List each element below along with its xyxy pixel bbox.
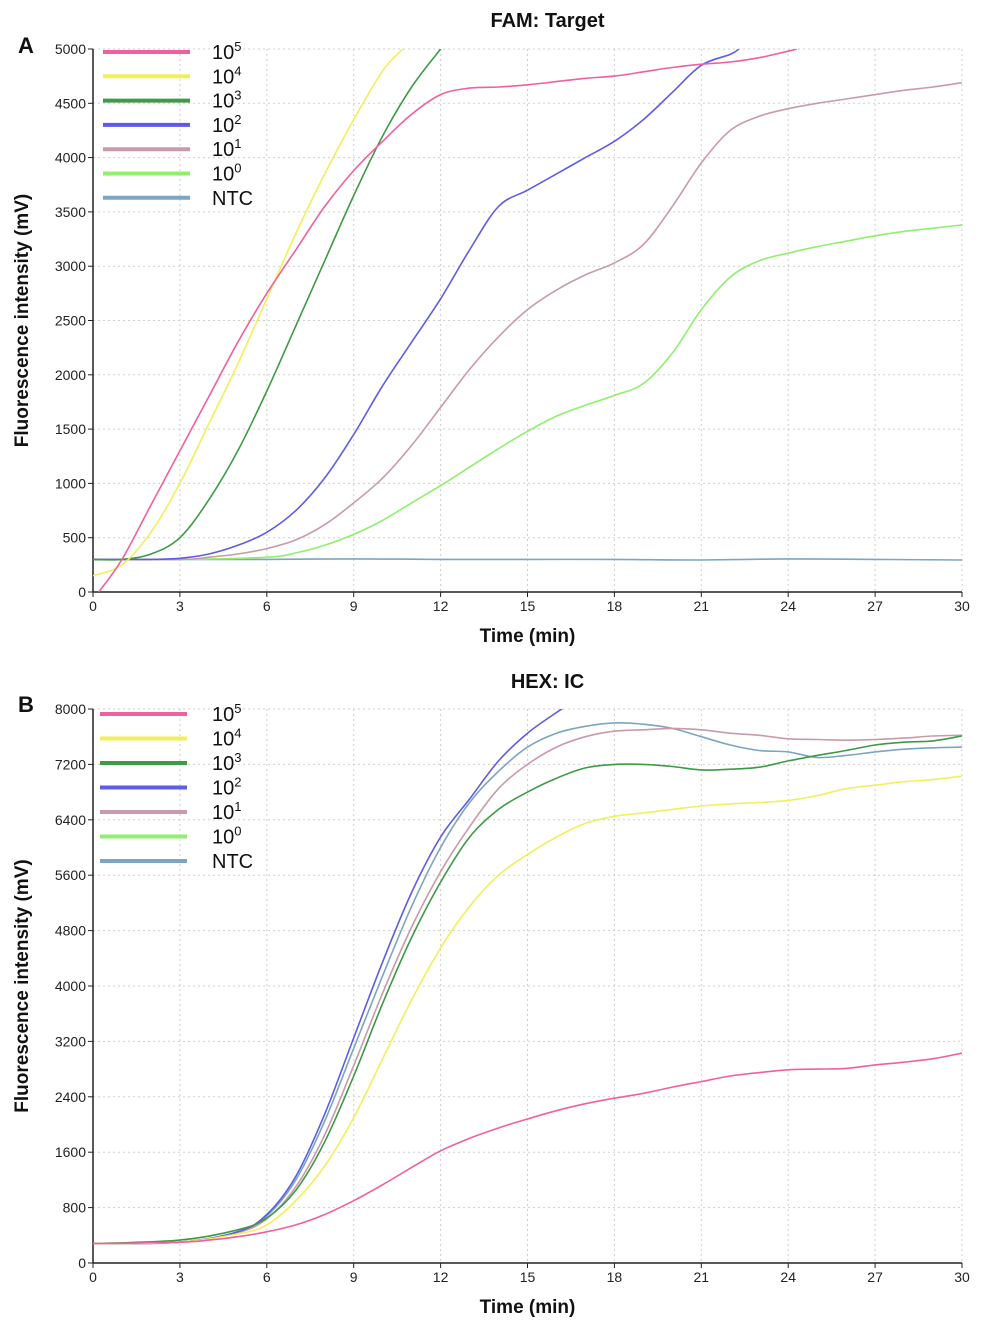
legend-label: 101 [212, 136, 241, 161]
y-tick-label: 0 [78, 584, 86, 600]
series-line-102 [93, 49, 740, 561]
x-tick-label: 0 [89, 1269, 97, 1285]
y-tick-label: 3200 [55, 1033, 86, 1049]
series-line-101 [93, 81, 962, 561]
x-tick-label: 3 [176, 1269, 184, 1285]
x-tick-label: 9 [350, 1269, 358, 1285]
panel-label: B [18, 692, 34, 717]
series-line-102 [93, 709, 563, 1245]
y-tick-label: 5600 [55, 867, 86, 883]
y-tick-label: 3500 [55, 204, 86, 220]
chart-title: HEX: IC [511, 671, 584, 693]
y-tick-label: 800 [63, 1200, 87, 1216]
chart-panel-A: 0 3 6 9 12 15 18 21 24 27 30 0 500 1000 1500 2000 2500 30… [12, 10, 970, 647]
x-axis-label: Time (min) [480, 626, 576, 647]
chart-panel-B: 0 3 6 9 12 15 18 21 24 27 30 0 800 1600 2400 3200 4000 48… [12, 671, 970, 1318]
series-line-104 [93, 49, 404, 577]
series-line-103 [93, 49, 442, 561]
y-tick-label: 500 [63, 530, 87, 546]
y-tick-label: 2000 [55, 367, 86, 383]
x-tick-label: 27 [867, 1269, 883, 1285]
legend-label: 104 [212, 63, 241, 88]
x-tick-label: 30 [954, 598, 970, 614]
x-tick-label: 0 [89, 598, 97, 614]
x-tick-label: 27 [867, 598, 883, 614]
series-line-ntc [93, 558, 962, 561]
x-tick-label: 12 [433, 1269, 449, 1285]
legend-label: 103 [212, 88, 241, 113]
y-tick-label: 4500 [55, 95, 86, 111]
series-line-ntc [93, 722, 962, 1245]
x-tick-label: 6 [263, 1269, 271, 1285]
legend-label: NTC [212, 188, 253, 210]
x-tick-label: 15 [520, 598, 536, 614]
y-axis-label: Fluorescence intensity (mV) [12, 859, 33, 1112]
y-tick-label: 0 [78, 1255, 86, 1271]
y-tick-label: 2500 [55, 313, 86, 329]
x-tick-label: 30 [954, 1269, 970, 1285]
y-tick-label: 3000 [55, 258, 86, 274]
legend-label: 105 [212, 39, 241, 64]
x-tick-label: 12 [433, 598, 449, 614]
x-tick-label: 3 [176, 598, 184, 614]
x-tick-label: 6 [263, 598, 271, 614]
y-tick-label: 4000 [55, 150, 86, 166]
legend-label: 101 [212, 799, 241, 824]
y-tick-label: 8000 [55, 701, 86, 717]
x-tick-label: 9 [350, 598, 358, 614]
legend-label: 102 [212, 112, 241, 137]
x-tick-label: 18 [607, 598, 623, 614]
series-line-101 [93, 727, 962, 1245]
x-tick-label: 24 [780, 1269, 796, 1285]
y-tick-label: 5000 [55, 41, 86, 57]
y-tick-label: 4000 [55, 978, 86, 994]
legend-label: 104 [212, 726, 241, 751]
series-line-103 [93, 735, 962, 1245]
y-axis-label: Fluorescence intensity (mV) [12, 194, 33, 447]
y-tick-label: 4800 [55, 923, 86, 939]
series-line-105 [93, 1052, 962, 1245]
x-tick-label: 21 [694, 1269, 710, 1285]
panel-label: A [18, 33, 34, 58]
series-line-105 [98, 49, 798, 592]
legend-label: 103 [212, 750, 241, 775]
legend-label: 100 [212, 824, 241, 849]
y-tick-label: 1000 [55, 475, 86, 491]
series-line-104 [93, 775, 962, 1245]
y-tick-label: 1500 [55, 421, 86, 437]
y-tick-label: 7200 [55, 756, 86, 772]
x-axis-label: Time (min) [480, 1297, 576, 1318]
x-tick-label: 21 [694, 598, 710, 614]
x-tick-label: 18 [607, 1269, 623, 1285]
x-tick-label: 15 [520, 1269, 536, 1285]
y-tick-label: 2400 [55, 1089, 86, 1105]
y-tick-label: 6400 [55, 812, 86, 828]
legend-label: 102 [212, 775, 241, 800]
series-line-100 [93, 224, 962, 561]
legend-label: 105 [212, 701, 241, 726]
y-tick-label: 1600 [55, 1144, 86, 1160]
legend-label: 100 [212, 161, 241, 186]
x-tick-label: 24 [780, 598, 796, 614]
legend-label: NTC [212, 851, 253, 873]
chart-title: FAM: Target [490, 10, 604, 32]
